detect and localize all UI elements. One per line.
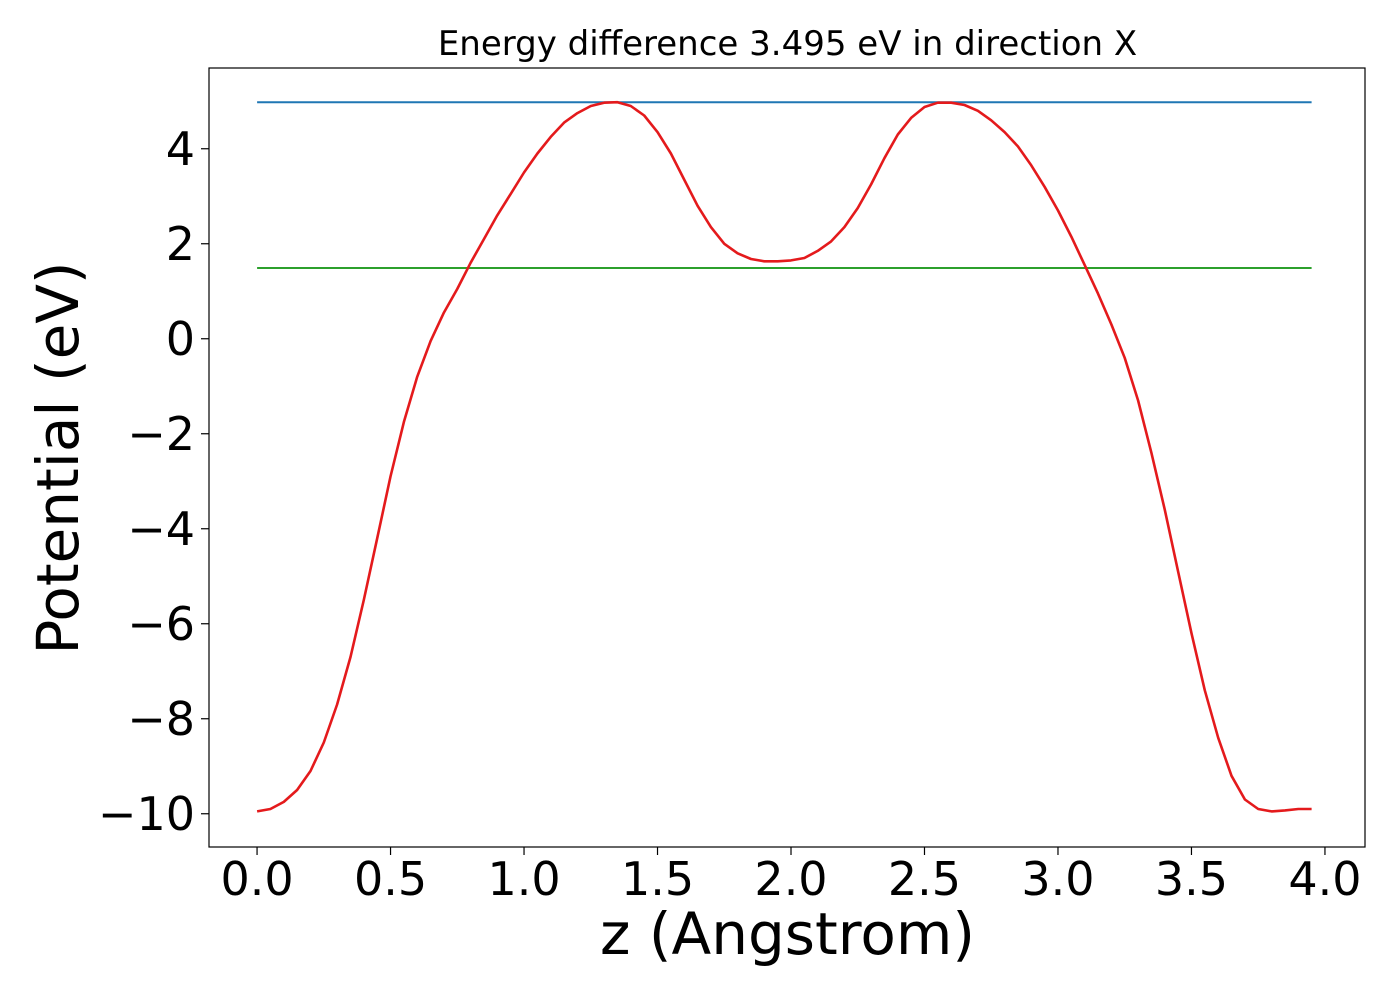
x-tick-label: 3.5 xyxy=(1155,852,1228,906)
x-tick-label: 3.0 xyxy=(1021,852,1094,906)
x-tick-label: 2.0 xyxy=(754,852,827,906)
x-tick-label: 0.5 xyxy=(354,852,427,906)
y-tick-label: 4 xyxy=(166,122,195,176)
y-tick-label: 2 xyxy=(166,217,195,271)
x-tick-label: 4.0 xyxy=(1288,852,1361,906)
x-tick-label: 1.5 xyxy=(621,852,694,906)
y-tick-label: 0 xyxy=(166,312,195,366)
chart-title: Energy difference 3.495 eV in direction … xyxy=(437,24,1138,64)
y-tick-label: −10 xyxy=(98,787,195,841)
x-axis-label: z (Angstrom) xyxy=(600,900,975,968)
axes-frame xyxy=(208,67,1366,848)
y-tick-label: −8 xyxy=(127,692,195,746)
x-tick-label: 2.5 xyxy=(888,852,961,906)
y-tick-label: −2 xyxy=(127,407,195,461)
x-tick-label: 0.0 xyxy=(220,852,293,906)
x-tick-label: 1.0 xyxy=(487,852,560,906)
y-tick-label: −6 xyxy=(127,597,195,651)
series-line-2 xyxy=(256,100,1312,813)
y-tick-label: −4 xyxy=(127,502,195,556)
